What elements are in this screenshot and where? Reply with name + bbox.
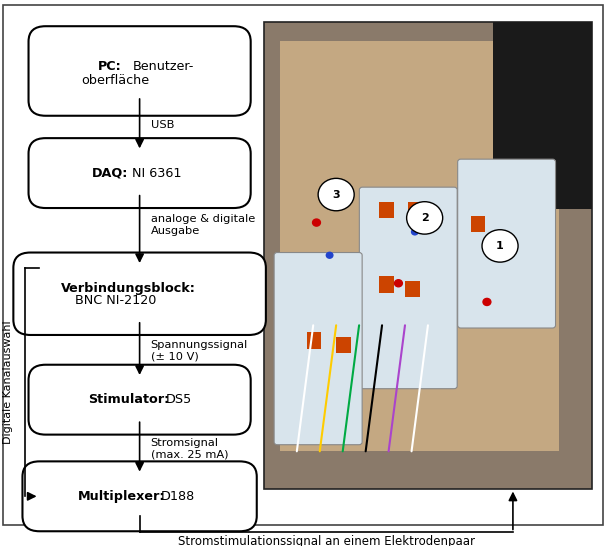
FancyBboxPatch shape <box>359 187 457 389</box>
FancyBboxPatch shape <box>13 252 266 335</box>
Bar <box>470 216 486 232</box>
Bar <box>264 22 592 489</box>
Text: Stimulator:: Stimulator: <box>88 393 169 406</box>
Bar <box>336 337 351 353</box>
Circle shape <box>327 252 333 258</box>
Bar <box>409 201 423 218</box>
FancyBboxPatch shape <box>274 252 362 444</box>
Text: 2: 2 <box>421 213 429 223</box>
Text: 3: 3 <box>333 189 340 200</box>
Text: Stromsignal
(max. 25 mA): Stromsignal (max. 25 mA) <box>151 438 228 460</box>
Text: PC:: PC: <box>98 60 122 73</box>
Bar <box>379 276 393 293</box>
FancyBboxPatch shape <box>22 461 257 531</box>
Text: Benutzer-: Benutzer- <box>132 60 194 73</box>
Circle shape <box>483 299 491 305</box>
Bar <box>307 333 321 349</box>
Circle shape <box>395 280 402 287</box>
Bar <box>379 201 393 218</box>
Text: USB: USB <box>151 120 174 130</box>
Circle shape <box>407 201 443 234</box>
FancyBboxPatch shape <box>29 365 251 435</box>
Bar <box>493 22 592 209</box>
Text: BNC NI-2120: BNC NI-2120 <box>75 294 156 307</box>
Text: analoge & digitale
Ausgabe: analoge & digitale Ausgabe <box>151 214 255 236</box>
Text: Verbindungsblock:: Verbindungsblock: <box>61 282 195 295</box>
FancyBboxPatch shape <box>29 138 251 208</box>
Circle shape <box>412 229 418 235</box>
FancyBboxPatch shape <box>29 26 251 116</box>
Text: NI 6361: NI 6361 <box>132 167 182 180</box>
Text: DAQ:: DAQ: <box>92 167 129 180</box>
Circle shape <box>482 230 518 262</box>
Text: 1: 1 <box>496 241 504 251</box>
Text: Digitale Kanalauswahl: Digitale Kanalauswahl <box>3 321 13 444</box>
Circle shape <box>497 243 503 249</box>
Bar <box>280 40 559 452</box>
Bar <box>405 281 420 297</box>
Text: oberfläche: oberfläche <box>81 74 149 87</box>
FancyBboxPatch shape <box>458 159 555 328</box>
Circle shape <box>318 179 354 211</box>
Text: D188: D188 <box>161 490 195 503</box>
Text: Spannungssignal
(± 10 V): Spannungssignal (± 10 V) <box>151 340 248 362</box>
Circle shape <box>313 219 320 226</box>
Text: Stromstimulationssignal an einem Elektrodenpaar: Stromstimulationssignal an einem Elektro… <box>178 535 475 546</box>
Text: DS5: DS5 <box>166 393 192 406</box>
Text: Multiplexer:: Multiplexer: <box>78 490 165 503</box>
